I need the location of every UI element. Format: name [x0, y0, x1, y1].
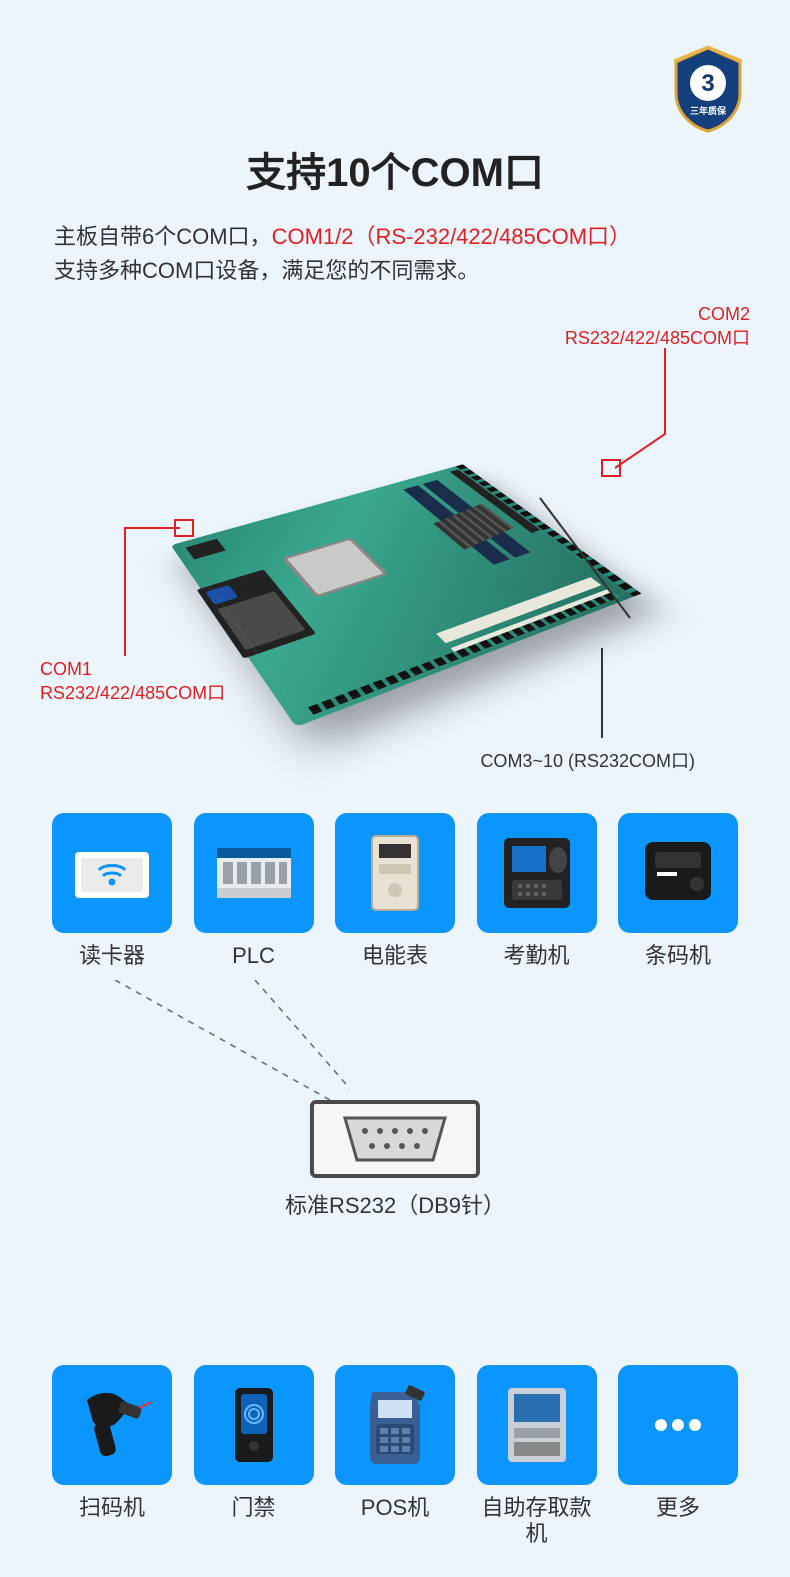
motherboard-icon	[171, 465, 639, 727]
hub-section: 标准RS232（DB9针）	[50, 980, 740, 1310]
device-scanner: 扫码机	[52, 1365, 172, 1548]
desc-p1: 主板自带6个COM口，	[54, 224, 272, 249]
page: 3 三年质保 支持10个COM口 主板自带6个COM口，COM1/2（RS-23…	[0, 0, 790, 1577]
badge-number: 3	[701, 70, 714, 97]
device-access: 门禁	[194, 1365, 314, 1548]
motherboard-figure: COM1 RS232/422/485COM口 COM2 RS232/422/48…	[50, 338, 740, 758]
device-atm: 自助存取款机	[477, 1365, 597, 1548]
description: 主板自带6个COM口，COM1/2（RS-232/422/485COM口） 支持…	[50, 220, 740, 288]
device-attendance: 考勤机	[477, 813, 597, 969]
plc-icon	[194, 813, 314, 933]
device-label-meter: 电能表	[335, 943, 455, 969]
device-more: 更多	[618, 1365, 738, 1548]
callout-com3-10: COM3~10 (RS232COM口)	[480, 750, 695, 773]
device-label-pos: POS机	[335, 1495, 455, 1521]
device-label-plc: PLC	[194, 943, 314, 969]
device-label-more: 更多	[618, 1495, 738, 1521]
warranty-badge-icon: 3 三年质保	[668, 45, 748, 133]
hub-label: 标准RS232（DB9针）	[285, 1188, 505, 1220]
meter-icon	[335, 813, 455, 933]
access-icon	[194, 1365, 314, 1485]
device-label-access: 门禁	[194, 1495, 314, 1521]
pos-icon	[335, 1365, 455, 1485]
desc-highlight: COM1/2（RS-232/422/485COM口）	[272, 224, 631, 249]
badge-ribbon: 三年质保	[690, 105, 727, 116]
device-label-attendance: 考勤机	[477, 943, 597, 969]
device-pos: POS机	[335, 1365, 455, 1548]
desc-p2: 支持多种COM口设备，满足您的不同需求。	[54, 258, 479, 283]
com1-spec: RS232/422/485COM口	[40, 682, 225, 705]
device-plc: PLC	[194, 813, 314, 969]
device-label-barcode: 条码机	[618, 943, 738, 969]
devices-top-row: 读卡器 PLC 电能表考勤机条码机	[50, 813, 740, 969]
more-icon	[618, 1365, 738, 1485]
com2-name: COM2	[565, 303, 750, 326]
devices-bottom-row: 扫码机门禁 POS机自助存取款机更多	[50, 1365, 740, 1548]
atm-icon	[477, 1365, 597, 1485]
com1-name: COM1	[40, 658, 225, 681]
device-label-atm: 自助存取款机	[477, 1495, 597, 1548]
device-label-reader: 读卡器	[52, 943, 172, 969]
reader-icon	[52, 813, 172, 933]
callout-com2: COM2 RS232/422/485COM口	[565, 303, 750, 350]
scanner-icon	[52, 1365, 172, 1485]
attendance-icon	[477, 813, 597, 933]
com2-spec: RS232/422/485COM口	[565, 327, 750, 350]
rs232-hub: 标准RS232（DB9针）	[285, 1100, 505, 1220]
db9-port-icon	[310, 1100, 480, 1178]
device-reader: 读卡器	[52, 813, 172, 969]
barcode-icon	[618, 813, 738, 933]
device-meter: 电能表	[335, 813, 455, 969]
device-barcode: 条码机	[618, 813, 738, 969]
callout-com1: COM1 RS232/422/485COM口	[40, 658, 225, 705]
device-label-scanner: 扫码机	[52, 1495, 172, 1521]
page-title: 支持10个COM口	[50, 140, 740, 198]
